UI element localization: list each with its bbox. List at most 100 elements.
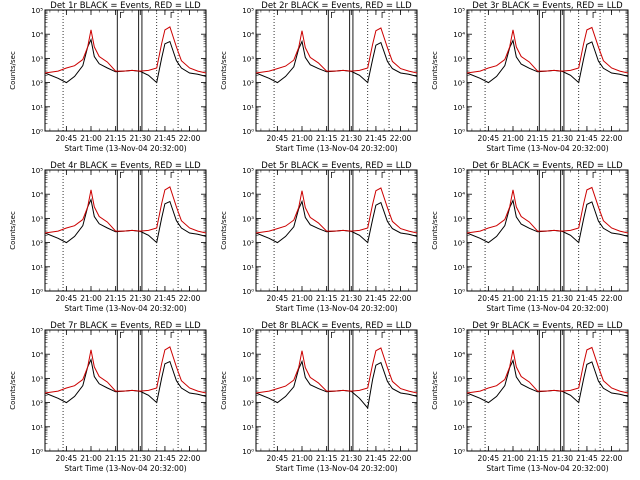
marker-label: Γ bbox=[541, 171, 546, 180]
x-tick-label: 21:00 bbox=[502, 294, 524, 303]
y-tick-label: 10⁰ bbox=[453, 128, 465, 136]
panel-title: Det 9r BLACK = Events, RED = LLD bbox=[472, 321, 623, 331]
y-tick-label: 10² bbox=[453, 240, 465, 248]
series-line-lld bbox=[255, 187, 418, 234]
panel-5: Det 5r BLACK = Events, RED = LLD 10⁰ 10¹ 10… bbox=[220, 161, 418, 313]
x-tick-label: 22:00 bbox=[601, 134, 623, 143]
y-tick-label: 10⁵ bbox=[242, 7, 254, 15]
y-tick-label: 10⁴ bbox=[31, 191, 43, 199]
y-axis-label: Counts/sec bbox=[220, 371, 228, 410]
y-tick-label: 10² bbox=[31, 400, 43, 408]
y-tick-label: 10⁵ bbox=[242, 167, 254, 175]
y-tick-label: 10³ bbox=[31, 215, 43, 223]
y-tick-label: 10⁴ bbox=[453, 31, 465, 39]
series-line-lld bbox=[466, 26, 629, 74]
x-tick-label: 21:30 bbox=[340, 134, 362, 143]
x-tick-label: 22:00 bbox=[179, 294, 201, 303]
y-tick-label: 10⁰ bbox=[31, 128, 43, 136]
y-tick-label: 10³ bbox=[453, 375, 465, 383]
x-tick-label: 21:45 bbox=[154, 294, 176, 303]
x-tick-label: 21:15 bbox=[527, 134, 549, 143]
panel-1: Det 1r BLACK = Events, RED = LLD 10⁰ 10¹ 10… bbox=[9, 1, 207, 153]
panel-6: Det 6r BLACK = Events, RED = LLD 10⁰ 10¹ 10… bbox=[431, 161, 629, 313]
x-tick-label: 22:00 bbox=[390, 134, 412, 143]
plot-frame bbox=[44, 169, 207, 292]
y-tick-label: 10⁴ bbox=[242, 351, 254, 359]
y-tick-label: 10⁴ bbox=[242, 31, 254, 39]
x-tick-label: 20:45 bbox=[478, 454, 500, 463]
x-tick-label: 21:15 bbox=[105, 294, 127, 303]
y-axis-label: Counts/sec bbox=[9, 371, 17, 410]
x-tick-label: 20:45 bbox=[267, 454, 289, 463]
x-tick-label: 22:00 bbox=[390, 454, 412, 463]
y-tick-label: 10⁵ bbox=[242, 327, 254, 335]
y-tick-label: 10⁵ bbox=[31, 327, 43, 335]
x-tick-label: 21:00 bbox=[80, 294, 102, 303]
x-axis-label: Start Time (13-Nov-04 20:32:00) bbox=[486, 304, 608, 313]
y-tick-label: 10⁴ bbox=[242, 191, 254, 199]
y-tick-label: 10³ bbox=[31, 375, 43, 383]
panel-2: Det 2r BLACK = Events, RED = LLD 10⁰ 10¹ 10… bbox=[220, 1, 418, 153]
plot-frame bbox=[44, 329, 207, 452]
marker-label: Γ bbox=[541, 11, 546, 20]
x-tick-label: 21:15 bbox=[527, 294, 549, 303]
marker-label: Γ bbox=[170, 331, 175, 340]
y-tick-label: 10⁴ bbox=[453, 351, 465, 359]
y-tick-label: 10¹ bbox=[242, 104, 254, 112]
marker-label: Γ bbox=[592, 171, 597, 180]
x-tick-label: 21:15 bbox=[316, 454, 338, 463]
panel-4: Det 4r BLACK = Events, RED = LLD 10⁰ 10¹ 10… bbox=[9, 161, 207, 313]
series-line-lld bbox=[466, 186, 629, 234]
series-line-lld bbox=[44, 186, 207, 234]
y-tick-label: 10¹ bbox=[31, 104, 43, 112]
y-tick-label: 10¹ bbox=[242, 264, 254, 272]
y-tick-label: 10⁰ bbox=[242, 128, 254, 136]
x-tick-label: 21:30 bbox=[340, 454, 362, 463]
x-tick-label: 21:30 bbox=[551, 294, 573, 303]
y-axis-label: Counts/sec bbox=[220, 211, 228, 250]
y-tick-label: 10² bbox=[453, 80, 465, 88]
x-tick-label: 21:30 bbox=[551, 454, 573, 463]
y-tick-label: 10⁵ bbox=[31, 7, 43, 15]
y-axis-label: Counts/sec bbox=[431, 211, 439, 250]
series-line-lld bbox=[255, 347, 418, 394]
panel-title: Det 3r BLACK = Events, RED = LLD bbox=[472, 1, 623, 11]
plot-frame bbox=[466, 329, 629, 452]
y-tick-label: 10¹ bbox=[453, 424, 465, 432]
x-axis-label: Start Time (13-Nov-04 20:32:00) bbox=[64, 464, 186, 473]
plot-frame bbox=[44, 9, 207, 132]
y-tick-label: 10² bbox=[242, 240, 254, 248]
x-tick-label: 21:15 bbox=[527, 454, 549, 463]
y-axis-label: Counts/sec bbox=[9, 211, 17, 250]
y-tick-label: 10³ bbox=[242, 375, 254, 383]
x-axis-label: Start Time (13-Nov-04 20:32:00) bbox=[486, 144, 608, 153]
x-axis-label: Start Time (13-Nov-04 20:32:00) bbox=[275, 144, 397, 153]
x-tick-label: 20:45 bbox=[267, 134, 289, 143]
y-tick-label: 10¹ bbox=[31, 264, 43, 272]
panel-title: Det 8r BLACK = Events, RED = LLD bbox=[261, 321, 412, 331]
y-tick-label: 10⁵ bbox=[31, 167, 43, 175]
y-tick-label: 10¹ bbox=[453, 104, 465, 112]
marker-label: Γ bbox=[381, 331, 386, 340]
y-tick-label: 10³ bbox=[242, 55, 254, 63]
x-tick-label: 21:00 bbox=[80, 134, 102, 143]
marker-label: Γ bbox=[330, 331, 335, 340]
y-tick-label: 10⁰ bbox=[31, 288, 43, 296]
marker-label: Γ bbox=[170, 11, 175, 20]
marker-label: Γ bbox=[541, 331, 546, 340]
y-tick-label: 10⁵ bbox=[453, 327, 465, 335]
marker-label: Γ bbox=[381, 171, 386, 180]
plot-frame bbox=[255, 9, 418, 132]
panel-title: Det 6r BLACK = Events, RED = LLD bbox=[472, 161, 623, 171]
marker-label: Γ bbox=[119, 171, 124, 180]
x-tick-label: 21:00 bbox=[502, 454, 524, 463]
series-line-events bbox=[255, 359, 418, 410]
y-tick-label: 10⁰ bbox=[31, 448, 43, 456]
series-line-lld bbox=[255, 27, 418, 74]
x-tick-label: 21:45 bbox=[154, 134, 176, 143]
x-tick-label: 21:30 bbox=[129, 134, 151, 143]
x-tick-label: 21:30 bbox=[129, 454, 151, 463]
y-axis-label: Counts/sec bbox=[431, 51, 439, 90]
x-axis-label: Start Time (13-Nov-04 20:32:00) bbox=[275, 464, 397, 473]
x-tick-label: 21:45 bbox=[576, 134, 598, 143]
